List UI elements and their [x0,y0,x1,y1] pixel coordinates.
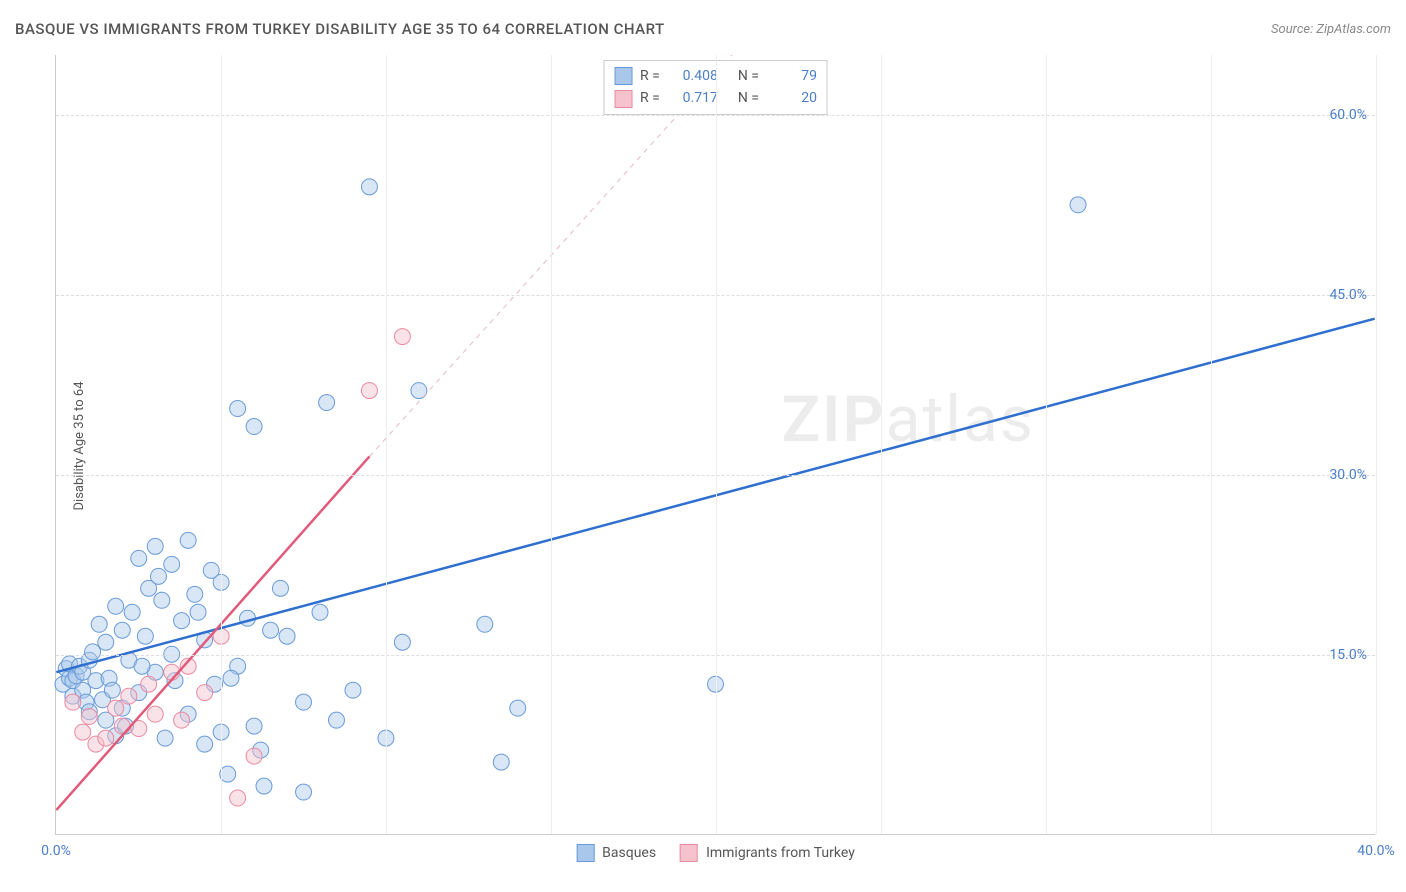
stat-r-label: R = [640,87,660,109]
scatter-point [134,658,150,674]
scatter-point [108,700,124,716]
scatter-point [246,419,262,435]
gridline-vertical [1376,55,1377,834]
gridline-vertical [716,55,717,834]
scatter-point [493,754,509,770]
y-tick-label: 30.0% [1329,467,1367,483]
scatter-point [131,550,147,566]
scatter-point [197,685,213,701]
scatter-point [220,766,236,782]
scatter-point [230,790,246,806]
scatter-point [312,604,328,620]
scatter-point [157,730,173,746]
scatter-point [319,395,335,411]
scatter-point [223,670,239,686]
stat-n-label: N = [738,87,759,109]
scatter-point [114,622,130,638]
title-bar: BASQUE VS IMMIGRANTS FROM TURKEY DISABIL… [15,20,1391,38]
scatter-point [279,628,295,644]
scatter-point [121,688,137,704]
scatter-point [174,613,190,629]
scatter-point [256,778,272,794]
scatter-point [81,709,97,725]
scatter-point [197,736,213,752]
scatter-point [108,598,124,614]
y-tick-label: 15.0% [1329,647,1367,663]
stat-r-value: 0.408 [668,65,718,87]
source-label: Source: ZipAtlas.com [1271,22,1391,37]
scatter-point [65,694,81,710]
legend-label: Immigrants from Turkey [706,845,855,861]
scatter-point [272,580,288,596]
scatter-point [1070,197,1086,213]
scatter-point [98,730,114,746]
scatter-point [174,712,190,728]
scatter-point [477,616,493,632]
scatter-point [85,644,101,660]
scatter-point [187,586,203,602]
scatter-point [190,604,206,620]
scatter-point [141,676,157,692]
scatter-point [510,700,526,716]
scatter-point [394,634,410,650]
scatter-point [180,532,196,548]
scatter-point [124,604,140,620]
legend-label: Basques [602,845,656,861]
scatter-point [137,628,153,644]
x-tick-label: 40.0% [1357,843,1395,859]
gridline-vertical [1211,55,1212,834]
scatter-point [151,568,167,584]
scatter-point [263,622,279,638]
legend-swatch [576,844,594,862]
scatter-point [345,682,361,698]
scatter-point [246,718,262,734]
y-tick-label: 60.0% [1329,107,1367,123]
scatter-point [246,748,262,764]
stat-n-value: 20 [767,87,817,109]
scatter-point [164,556,180,572]
legend-swatch [680,844,698,862]
scatter-point [361,179,377,195]
scatter-point [147,706,163,722]
scatter-point [394,329,410,345]
y-tick-label: 45.0% [1329,287,1367,303]
scatter-point [328,712,344,728]
legend-item: Basques [576,844,656,862]
scatter-point [296,694,312,710]
stat-r-value: 0.717 [668,87,718,109]
plot-area: ZIPatlas R =0.408N =79R =0.717N =20 Basq… [55,55,1375,835]
scatter-point [114,718,130,734]
x-tick-label: 0.0% [41,843,71,859]
scatter-point [203,562,219,578]
stat-r-label: R = [640,65,660,87]
gridline-vertical [221,55,222,834]
stat-n-label: N = [738,65,759,87]
scatter-point [361,383,377,399]
gridline-vertical [1046,55,1047,834]
series-legend: Basques Immigrants from Turkey [576,844,855,862]
scatter-point [147,538,163,554]
scatter-point [91,616,107,632]
trend-line [56,456,369,810]
legend-swatch [614,67,632,85]
chart-title: BASQUE VS IMMIGRANTS FROM TURKEY DISABIL… [15,20,665,38]
stat-n-value: 79 [767,65,817,87]
legend-swatch [614,90,632,108]
gridline-vertical [551,55,552,834]
scatter-point [75,724,91,740]
scatter-point [230,401,246,417]
scatter-point [104,682,120,698]
scatter-point [296,784,312,800]
scatter-point [154,592,170,608]
gridline-vertical [881,55,882,834]
gridline-vertical [386,55,387,834]
scatter-point [98,634,114,650]
legend-item: Immigrants from Turkey [680,844,855,862]
